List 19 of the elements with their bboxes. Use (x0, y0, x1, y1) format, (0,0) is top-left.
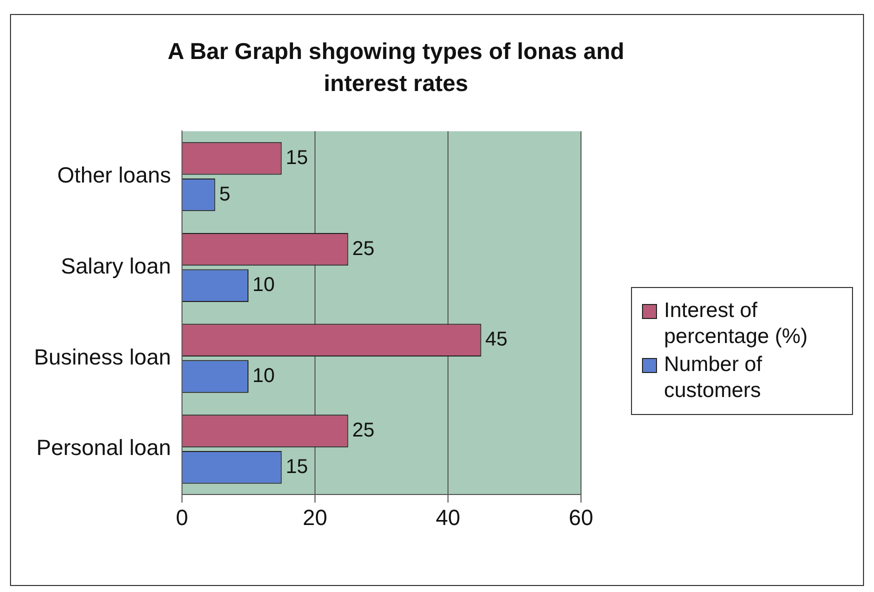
y-tick-label: Business loan (34, 344, 171, 370)
x-tick-label: 20 (302, 504, 328, 530)
data-label: 45 (485, 328, 508, 351)
y-tick-label: Personal loan (36, 435, 171, 460)
x-tick-label: 0 (176, 504, 188, 530)
data-label: 10 (252, 365, 275, 388)
data-label: 15 (286, 146, 308, 169)
x-tick-label: 60 (568, 504, 594, 530)
y-tick-label: Salary loan (60, 254, 171, 279)
legend-label: Number of customers (664, 352, 764, 404)
chart-title: A Bar Graph shgowing types of lonas and interest rates (166, 37, 626, 98)
data-label: 25 (352, 420, 374, 442)
data-label: 10 (252, 274, 275, 296)
x-tick-label: 40 (436, 504, 460, 530)
data-label: 15 (286, 456, 308, 478)
data-label: 5 (219, 183, 230, 206)
y-tick-label: Other loans (57, 162, 171, 188)
legend-label: Interest of percentage (%) (664, 298, 809, 350)
data-label: 25 (352, 238, 374, 260)
